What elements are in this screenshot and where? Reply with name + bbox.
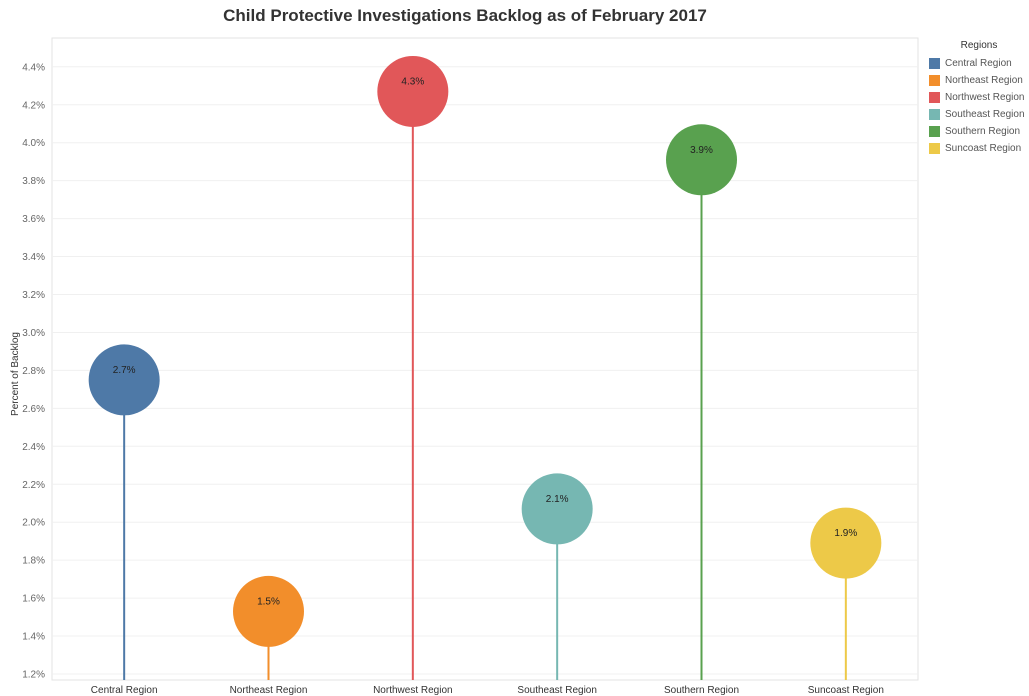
legend-item: Southern Region (929, 123, 1029, 140)
legend-item: Northeast Region (929, 72, 1029, 89)
legend-item: Southeast Region (929, 106, 1029, 123)
data-label: 3.9% (690, 145, 713, 156)
y-tick-label: 1.6% (22, 594, 45, 605)
x-category-label: Northeast Region (230, 685, 308, 696)
legend: Regions Central Region Northeast Region No… (929, 40, 1029, 157)
legend-item: Northwest Region (929, 89, 1029, 106)
y-tick-label: 1.8% (22, 556, 45, 567)
plot-frame (51, 37, 919, 681)
y-tick-label: 3.6% (22, 214, 45, 225)
lollipop-point (88, 344, 160, 416)
legend-item: Suncoast Region (929, 140, 1029, 157)
x-category-label: Suncoast Region (808, 685, 884, 696)
y-tick-label: 3.0% (22, 328, 45, 339)
x-category-label: Central Region (91, 685, 158, 696)
chart-title: Child Protective Investigations Backlog … (223, 6, 707, 25)
lollipop-point (233, 575, 304, 647)
data-label: 2.1% (546, 494, 569, 505)
y-tick-label: 2.4% (22, 442, 45, 453)
legend-label: Central Region (945, 58, 1012, 69)
lollipop-point (810, 507, 882, 579)
legend-label: Northwest Region (945, 92, 1025, 103)
legend-label: Suncoast Region (945, 143, 1022, 154)
lollipop-point (521, 473, 593, 545)
y-tick-label: 3.8% (22, 176, 45, 187)
y-tick-label: 1.4% (22, 632, 45, 643)
y-tick-label: 2.0% (22, 518, 45, 529)
legend-items: Central Region Northeast Region Northwest … (929, 55, 1029, 157)
lollipop-point (377, 55, 449, 127)
y-tick-label: 4.4% (22, 62, 45, 73)
legend-item: Central Region (929, 55, 1029, 72)
legend-swatch (929, 143, 940, 154)
legend-swatch (929, 75, 940, 86)
x-category-label: Southern Region (664, 685, 739, 696)
legend-title: Regions (960, 40, 998, 51)
legend-swatch (929, 58, 940, 69)
y-tick-label: 3.2% (22, 290, 45, 301)
x-category-label: Northwest Region (373, 685, 452, 696)
legend-swatch (929, 126, 940, 137)
lollipop-point (666, 124, 737, 196)
data-label: 1.5% (257, 596, 280, 607)
x-category-label: Southeast Region (517, 685, 597, 696)
y-tick-label: 4.2% (22, 100, 45, 111)
y-tick-label: 1.2% (22, 670, 45, 681)
y-tick-label: 4.0% (22, 138, 45, 149)
data-label: 2.7% (113, 365, 136, 376)
y-tick-label: 3.4% (22, 252, 45, 263)
data-label: 1.9% (834, 528, 857, 539)
legend-label: Southern Region (945, 126, 1021, 137)
y-tick-label: 2.6% (22, 404, 45, 415)
legend-label: Southeast Region (945, 109, 1025, 120)
y-tick-label: 2.2% (22, 480, 45, 491)
legend-swatch (929, 92, 940, 103)
legend-swatch (929, 109, 940, 120)
y-tick-label: 2.8% (22, 366, 45, 377)
data-label: 4.3% (401, 76, 424, 87)
y-axis-title: Percent of Backlog (10, 332, 21, 416)
legend-label: Northeast Region (945, 75, 1023, 86)
